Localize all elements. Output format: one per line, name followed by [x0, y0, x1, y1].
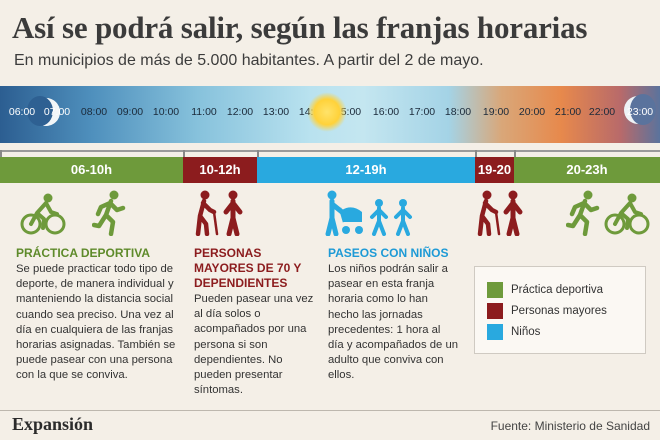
- elderly-section: PERSONAS MAYORES DE 70 Y DEPENDIENTES Pu…: [194, 246, 320, 398]
- sun-icon: [307, 92, 347, 132]
- adult-icon: [325, 190, 345, 236]
- hour-label: 10:00: [152, 106, 180, 118]
- legend-swatch: [487, 324, 503, 340]
- legend-swatch: [487, 282, 503, 298]
- band-elderly-morning: 10-12h: [183, 157, 257, 183]
- elderly-person-icon: [503, 190, 523, 236]
- hour-label: 08:00: [80, 106, 108, 118]
- footer-divider: [0, 410, 660, 411]
- hour-label: 16:00: [372, 106, 400, 118]
- hour-label: 21:00: [554, 106, 582, 118]
- elderly-body: Pueden pasear una vez al día solos o aco…: [194, 293, 314, 397]
- legend-label: Personas mayores: [511, 305, 607, 317]
- child-icon: [394, 199, 412, 236]
- hour-label: 23:00: [626, 106, 654, 118]
- runner-icon: [92, 190, 126, 236]
- band-elderly-evening: 19-20: [475, 157, 514, 183]
- hour-label: 06:00: [8, 106, 36, 118]
- elderly-cane-icon: [195, 190, 219, 236]
- kids-heading: PASEOS CON NIÑOS: [328, 246, 449, 260]
- band-kids: 12-19h: [257, 157, 475, 183]
- band-sport-morning: 06-10h: [0, 157, 183, 183]
- legend-label: Niños: [511, 326, 541, 338]
- hour-label: 18:00: [444, 106, 472, 118]
- hour-label: 07:00: [43, 106, 71, 118]
- hour-label: 20:00: [518, 106, 546, 118]
- hour-label: 09:00: [116, 106, 144, 118]
- child-icon: [370, 199, 388, 236]
- brand-logo: Expansión: [12, 414, 94, 434]
- legend-swatch: [487, 303, 503, 319]
- elderly-person-icon: [223, 190, 243, 236]
- legend: Práctica deportiva Personas mayores Niño…: [474, 266, 646, 354]
- hour-label: 17:00: [408, 106, 436, 118]
- kids-body: Los niños podrán salir a pasear en esta …: [328, 263, 459, 382]
- hour-label: 22:00: [588, 106, 616, 118]
- page-subtitle: En municipios de más de 5.000 habitantes…: [14, 52, 484, 69]
- hour-label: 19:00: [482, 106, 510, 118]
- cyclist-icon: [604, 193, 650, 235]
- hour-label: 12:00: [226, 106, 254, 118]
- elderly-heading: PERSONAS MAYORES DE 70 Y DEPENDIENTES: [194, 246, 302, 290]
- cyclist-icon: [20, 193, 66, 235]
- hour-label: 11:00: [191, 106, 217, 118]
- band-divider: [0, 150, 660, 152]
- kids-section: PASEOS CON NIÑOS Los niños podrán salir …: [328, 246, 458, 384]
- sport-section: PRÁCTICA DEPORTIVA Se puede practicar to…: [16, 246, 182, 384]
- runner-icon: [566, 190, 600, 236]
- band-sport-evening: 20-23h: [514, 157, 660, 183]
- sport-body: Se puede practicar todo tipo de deporte,…: [16, 263, 176, 382]
- legend-label: Práctica deportiva: [511, 284, 604, 296]
- hour-label: 13:00: [262, 106, 290, 118]
- sport-heading: PRÁCTICA DEPORTIVA: [16, 246, 151, 260]
- stroller-icon: [338, 207, 363, 234]
- elderly-cane-icon: [477, 190, 501, 236]
- source-note: Fuente: Ministerio de Sanidad: [490, 419, 650, 433]
- page-title: Así se podrá salir, según las franjas ho…: [12, 10, 588, 45]
